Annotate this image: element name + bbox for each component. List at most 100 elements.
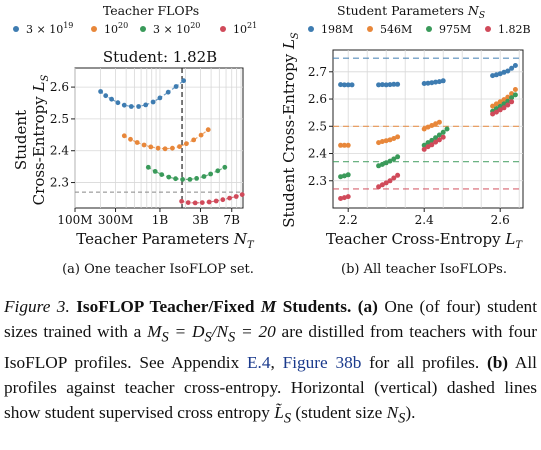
data-point <box>433 79 439 85</box>
data-point <box>497 99 503 105</box>
data-point <box>379 161 385 167</box>
data-point <box>145 164 151 170</box>
reference-lines-a <box>75 68 243 208</box>
part-a-text-2: are distilled from teachers with four Is… <box>4 322 537 373</box>
data-point <box>338 82 344 88</box>
data-point <box>505 94 511 100</box>
legend-b-item-182b: 1.82B <box>485 23 531 36</box>
legend-a-marker <box>13 26 19 32</box>
data-point <box>501 69 507 75</box>
part-b-text-3: ). <box>405 403 416 423</box>
legend-b-item-975m: 975M <box>426 23 471 36</box>
x-axis-label-a: Teacher Parameters NT <box>76 230 255 251</box>
data-point <box>501 105 507 111</box>
x-tick-label: 2.6 <box>491 213 510 227</box>
data-point <box>134 140 140 145</box>
data-point <box>433 139 439 145</box>
data-point <box>425 124 431 130</box>
legend-b-marker <box>308 26 314 32</box>
data-point <box>512 87 518 92</box>
data-point <box>395 134 401 140</box>
legend-b-marker <box>367 26 373 32</box>
x-tick-label: 300M <box>98 213 133 227</box>
data-point <box>421 126 427 132</box>
x-tick-label: 7B <box>224 213 241 227</box>
data-point <box>429 80 435 86</box>
data-point <box>429 142 435 148</box>
data-point <box>128 104 134 109</box>
data-point <box>425 140 431 146</box>
data-point <box>159 172 165 178</box>
data-point <box>379 82 385 88</box>
data-point <box>493 106 499 112</box>
data-point <box>201 174 207 179</box>
y-axis-label-b: Student Cross-Entropy LS <box>280 32 301 228</box>
data-point <box>433 121 439 127</box>
data-point <box>239 192 245 198</box>
subcaption-b: (b) All teacher IsoFLOPs. <box>341 262 507 277</box>
legend-b-label: 198M <box>321 23 353 36</box>
data-point <box>338 142 344 148</box>
data-point <box>179 198 185 204</box>
legend-b-item-546m: 546M <box>367 23 412 36</box>
x-ticks-a: 100M 300M 1B 3B 7B <box>57 208 240 227</box>
y-tick-label: 2.3 <box>308 174 327 188</box>
data-point <box>103 93 109 99</box>
data-point <box>493 72 499 78</box>
legend-a-item-1e21: 1021 <box>220 21 257 36</box>
data-point <box>233 194 239 199</box>
data-point <box>440 134 446 140</box>
legend-a-label: 1021 <box>233 21 257 36</box>
data-point <box>198 132 204 138</box>
data-point <box>383 82 389 88</box>
appendix-link[interactable]: E.4 <box>247 353 271 373</box>
x-ticks-b: 2.2 2.4 2.6 <box>339 208 510 227</box>
data-point <box>490 73 496 79</box>
data-point <box>215 168 221 174</box>
data-point <box>509 99 515 105</box>
y-axis-label-a: Student <box>12 110 30 170</box>
part-b-text-2: (student size <box>295 403 383 423</box>
x-axis-label-b: Teacher Cross-Entropy LT <box>326 230 523 251</box>
data-point <box>148 144 154 150</box>
data-point <box>391 175 397 181</box>
data-point <box>150 99 156 105</box>
data-point <box>376 184 382 190</box>
data-point <box>192 200 198 206</box>
data-point <box>341 82 347 88</box>
data-point <box>505 98 511 104</box>
data-point <box>191 137 197 143</box>
data-point <box>166 174 172 180</box>
y-tick-label: 2.6 <box>50 80 69 94</box>
data-point <box>170 145 175 151</box>
supervised-ce-symbol: L̃S <box>274 403 292 427</box>
data-point <box>157 95 163 101</box>
data-point <box>509 91 515 97</box>
data-point <box>185 200 191 206</box>
x-tick-label: 100M <box>57 213 92 227</box>
data-point <box>173 176 179 182</box>
data-point <box>425 144 431 150</box>
x-tick-label: 1B <box>152 213 169 227</box>
y-tick-label: 2.5 <box>50 112 69 126</box>
data-point <box>222 164 228 170</box>
data-point <box>429 137 435 143</box>
data-point <box>497 107 503 113</box>
figure-caption: Figure 3. IsoFLOP Teacher/Fixed M Studen… <box>4 297 537 427</box>
data-point <box>227 195 233 201</box>
data-point <box>436 119 442 125</box>
part-a-label: (a) <box>357 297 378 316</box>
data-point <box>345 194 351 200</box>
figure-link[interactable]: Figure 38b <box>282 353 362 373</box>
x-tick-label: 2.4 <box>415 213 434 227</box>
data-point <box>376 140 382 146</box>
data-point <box>501 97 507 103</box>
y-tick-label: 2.5 <box>308 119 327 133</box>
legend-b-marker <box>485 26 491 32</box>
legend-a: Teacher FLOPs 3 × 1019 1020 3 × 1020 102… <box>13 3 257 36</box>
data-point <box>383 138 389 144</box>
data-point <box>421 81 427 86</box>
data-point <box>155 145 161 151</box>
data-point <box>379 139 385 144</box>
